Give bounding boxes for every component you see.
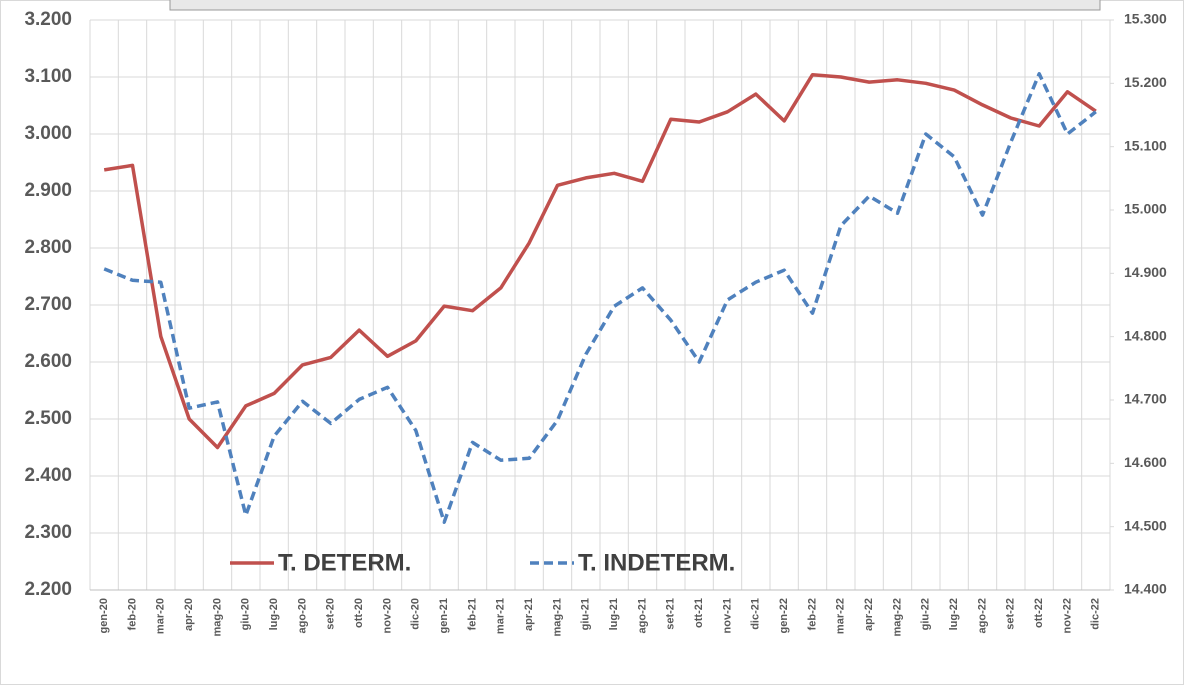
y-tick-label: 3.000: [24, 123, 72, 144]
x-tick-label: gen-22: [778, 598, 790, 633]
x-tick-label: set-20: [325, 598, 337, 630]
x-tick-label: dic-22: [1090, 598, 1102, 630]
x-tick-label: feb-21: [466, 598, 478, 630]
series-line: [103, 72, 1097, 450]
y2-tick-label: 14.500: [1124, 517, 1167, 533]
y-tick-label: 3.200: [24, 9, 72, 30]
x-tick-label: dic-20: [410, 598, 422, 630]
x-tick-label: apr-21: [523, 598, 535, 631]
x-tick-label: dic-21: [750, 598, 762, 630]
y2-tick-label: 14.700: [1124, 391, 1167, 407]
x-tick-label: set-22: [1005, 598, 1017, 630]
x-tick-label: apr-20: [183, 598, 195, 631]
x-tick-label: nov-21: [721, 598, 733, 633]
x-tick-label: ago-21: [636, 598, 648, 633]
x-tick-label: gen-21: [438, 598, 450, 633]
x-tick-label: lug-22: [948, 598, 960, 630]
x-tick-label: apr-22: [863, 598, 875, 631]
x-tick-label: lug-20: [268, 598, 280, 630]
y2-tick-label: 15.200: [1124, 74, 1167, 90]
x-tick-label: mar-22: [835, 598, 847, 634]
x-tick-label: ott-20: [353, 598, 365, 628]
y-tick-label: 2.600: [24, 351, 72, 372]
y2-tick-label: 15.000: [1124, 201, 1167, 217]
x-tick-label: set-21: [665, 598, 677, 630]
x-tick-label: ott-22: [1033, 598, 1045, 628]
y-tick-label: 3.100: [24, 66, 72, 87]
y-tick-label: 2.400: [24, 465, 72, 486]
y-tick-label: 2.500: [24, 408, 72, 429]
y-tick-label: 2.800: [24, 237, 72, 258]
x-tick-label: lug-21: [608, 598, 620, 630]
x-tick-label: mag-22: [891, 598, 903, 637]
y2-tick-label: 15.100: [1124, 137, 1167, 153]
x-tick-label: mag-21: [551, 598, 563, 637]
x-tick-label: feb-22: [806, 598, 818, 630]
x-tick-label: mag-20: [211, 598, 223, 637]
x-tick-label: nov-22: [1061, 598, 1073, 633]
x-tick-label: feb-20: [126, 598, 138, 630]
x-tick-label: ago-20: [296, 598, 308, 633]
x-tick-label: ott-21: [693, 598, 705, 628]
y-tick-label: 2.300: [24, 522, 72, 543]
legend-label: T. INDETERM.: [578, 549, 735, 576]
title-box: [169, 0, 1101, 11]
x-tick-label: mar-21: [495, 598, 507, 634]
x-tick-label: giu-20: [240, 598, 252, 630]
y-tick-label: 2.900: [24, 180, 72, 201]
y2-tick-label: 15.300: [1124, 11, 1167, 27]
y2-tick-label: 14.400: [1124, 581, 1167, 597]
y-tick-label: 2.700: [24, 294, 72, 315]
y2-tick-label: 14.600: [1124, 454, 1167, 470]
x-tick-label: giu-21: [580, 598, 592, 630]
x-tick-label: nov-20: [381, 598, 393, 633]
series-line: [103, 72, 1097, 524]
legend-label: T. DETERM.: [278, 549, 411, 576]
y-tick-label: 2.200: [24, 579, 72, 600]
x-tick-label: ago-22: [976, 598, 988, 633]
x-tick-label: gen-20: [98, 598, 110, 633]
y2-tick-label: 14.900: [1124, 264, 1167, 280]
y2-tick-label: 14.800: [1124, 327, 1167, 343]
x-tick-label: mar-20: [155, 598, 167, 634]
x-tick-label: giu-22: [920, 598, 932, 630]
